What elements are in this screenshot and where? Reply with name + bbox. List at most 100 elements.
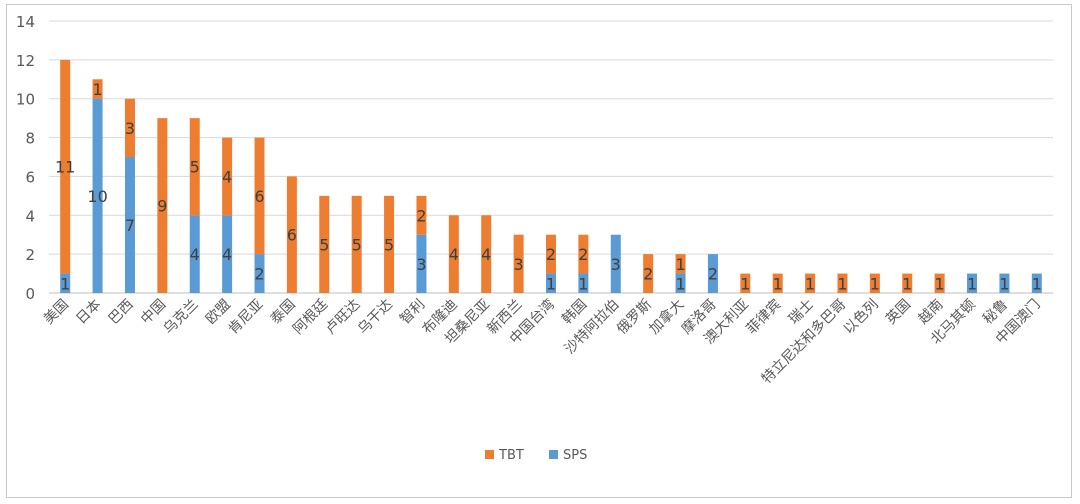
x-tick-label: 以色列 [840,296,882,338]
bar-tbt [157,118,168,294]
bar-sps [675,273,686,293]
bar-tbt [643,254,654,293]
data-label: 1 [967,274,977,293]
legend-label-sps: SPS [563,448,587,463]
data-label: 1 [740,274,750,293]
legend: TBT SPS [485,448,587,463]
y-tick-label: 10 [16,91,35,109]
bar-tbt [384,195,395,293]
bar-tbt [513,234,524,293]
data-label: 1 [999,274,1009,293]
data-label: 1 [902,274,912,293]
bar-sps [222,215,233,293]
chart-frame: 0 2 4 6 8 10 12 14 1 11 10 1 7 3 9 4 5 4 4 2 6 6 5 5 5 3 2 4 4 3 1 2 1 2… [6,4,1072,498]
y-tick-label: 2 [25,246,35,264]
data-label: 4 [449,245,459,264]
data-label: 1 [92,80,102,99]
bar-tbt [740,273,751,293]
bar-tbt [319,195,330,293]
data-label: 2 [643,265,653,284]
data-label: 3 [514,255,524,274]
data-label: 4 [222,245,232,264]
y-tick-label: 0 [25,285,35,303]
bar-tbt [286,176,297,293]
data-label: 3 [416,255,426,274]
bar-tbt [837,273,848,293]
data-label: 4 [481,245,491,264]
bar-tbt [189,118,200,216]
x-tick-label: 卢旺达 [322,297,363,338]
data-label: 6 [254,187,264,206]
bar-tbt [675,254,686,274]
bar-tbt [222,137,233,216]
y-tick-label: 8 [25,130,35,148]
data-label: 6 [287,226,297,245]
legend-swatch-tbt [485,450,494,459]
bar-sps [1031,273,1042,293]
y-tick-label: 6 [25,168,35,186]
x-tick-label: 英国 [882,296,914,328]
data-label: 1 [837,274,847,293]
data-label: 1 [1032,274,1042,293]
data-label: 1 [675,274,685,293]
bar-tbt [902,273,913,293]
data-label: 3 [125,119,135,138]
bar-tbt [448,215,459,293]
bar-tbt [416,195,427,235]
bar-sps [967,273,978,293]
y-tick-label: 12 [16,52,35,70]
bar-tbt [351,195,362,293]
data-label: 5 [352,235,362,254]
bar-sps [999,273,1010,293]
bar-tbt [124,98,135,157]
data-label: 5 [319,235,329,254]
x-tick-label: 菲律宾 [744,297,785,338]
data-label: 1 [60,274,70,293]
bar-tbt [546,234,556,274]
bar-tbt [772,273,783,293]
bar-sps [707,254,718,293]
legend-swatch-sps [549,450,558,459]
data-label: 1 [870,274,880,293]
data-label: 11 [55,158,75,177]
data-label: 1 [675,255,685,274]
grid-lines [49,20,1053,294]
data-label: 10 [87,187,107,206]
x-tick-label: 乌克兰 [161,297,202,338]
bar-tbt [578,234,589,274]
data-label: 2 [546,245,556,264]
bar-sps [254,254,265,293]
data-label: 1 [805,274,815,293]
y-axis-tick-labels: 0 2 4 6 8 10 12 14 [16,13,35,303]
x-tick-label: 阿根廷 [290,297,331,338]
data-label: 2 [578,245,588,264]
data-label: 2 [708,265,718,284]
data-label: 2 [416,206,426,225]
bar-tbt [254,137,265,255]
bar-sps [92,98,103,293]
data-label: 5 [384,235,394,254]
data-label: 5 [190,158,200,177]
bar-sps [189,215,200,293]
bar-sps [610,234,621,293]
bar-tbt [934,273,945,293]
bar-sps [416,234,427,293]
x-tick-label: 美国 [41,297,72,328]
bar-sps [60,273,71,293]
bar-sps [546,273,556,293]
data-label: 1 [773,274,783,293]
bar-tbt [481,215,492,293]
bar-sps [578,273,589,293]
x-tick-label: 俄罗斯 [614,297,655,338]
data-label: 9 [157,197,167,216]
bar-tbt [60,59,71,274]
x-tick-label: 肯尼亚 [225,297,266,338]
x-tick-label: 乌干达 [355,297,396,338]
bars [60,59,1042,294]
legend-label-tbt: TBT [498,448,524,463]
data-label: 1 [935,274,945,293]
data-label: 2 [254,265,264,284]
